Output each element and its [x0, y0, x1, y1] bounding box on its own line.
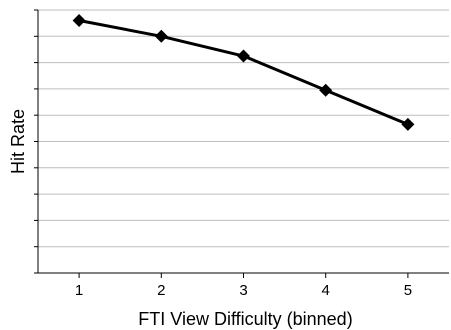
y-axis-title: Hit Rate [8, 109, 28, 174]
y-ticks [34, 9, 38, 274]
x-tick-label: 4 [322, 282, 330, 299]
data-point-marker [72, 14, 86, 28]
x-tick-label: 1 [75, 282, 83, 299]
data-point-marker [237, 49, 250, 63]
series-group [72, 14, 415, 131]
data-point-marker [401, 117, 415, 131]
x-tick-label: 2 [157, 282, 165, 299]
data-point-marker [154, 29, 168, 43]
x-tick-label: 5 [404, 282, 412, 299]
x-tick-label: 3 [239, 282, 247, 299]
gridlines [38, 9, 449, 248]
x-axis-title: FTI View Difficulty (binned) [138, 309, 352, 329]
x-ticks: 1 2 3 4 5 [75, 273, 412, 299]
data-point-marker [319, 83, 333, 97]
